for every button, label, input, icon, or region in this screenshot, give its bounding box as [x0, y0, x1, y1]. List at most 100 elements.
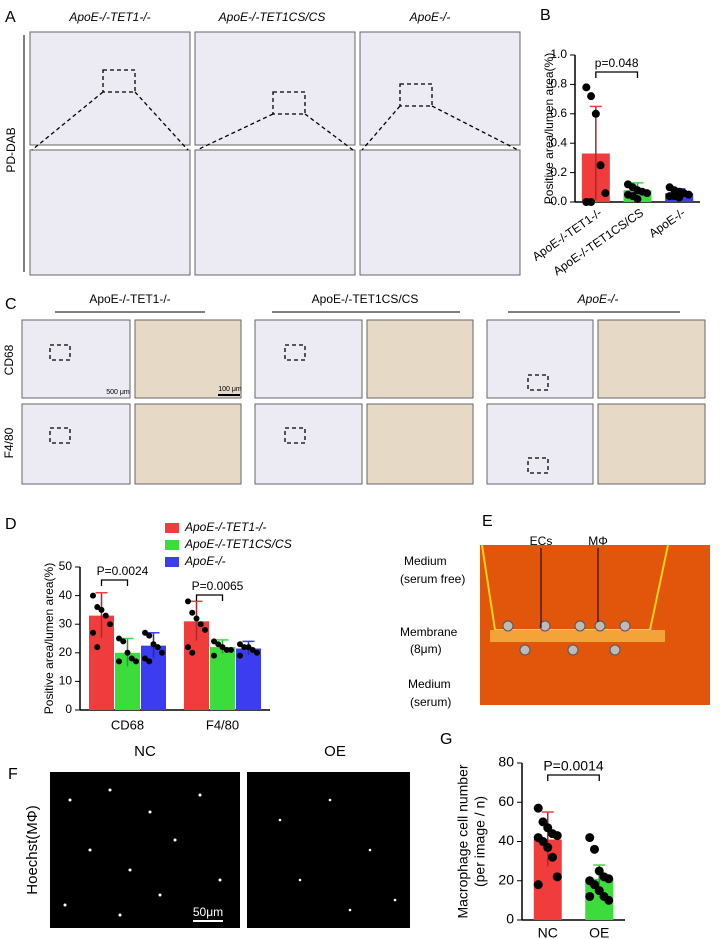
data-point — [116, 635, 122, 642]
y-tick-label: 40 — [498, 832, 514, 848]
data-point — [120, 638, 127, 645]
row-label: CD68 — [2, 344, 16, 375]
data-point — [254, 649, 260, 656]
data-point — [150, 641, 157, 648]
data-point — [116, 658, 122, 665]
data-point — [587, 92, 596, 101]
column-header: ApoE-/- — [409, 10, 451, 24]
data-point — [684, 190, 693, 199]
significance-bracket — [595, 71, 639, 78]
data-point — [241, 644, 248, 651]
data-point — [124, 649, 131, 656]
data-point — [585, 833, 595, 843]
data-point — [211, 638, 217, 645]
data-point — [582, 83, 591, 92]
micrographs-c — [21, 319, 706, 485]
data-point — [552, 872, 562, 882]
row-label: PD-DAB — [4, 127, 18, 172]
diagram-label: Medium — [408, 677, 451, 691]
micrograph — [359, 31, 521, 146]
y-tick-label: 60 — [498, 793, 514, 809]
data-point — [215, 641, 222, 648]
y-axis-label: (per image / n) — [472, 796, 488, 887]
y-tick-label: 0.8 — [550, 77, 567, 91]
data-point — [211, 652, 217, 659]
data-point — [185, 644, 191, 651]
x-tick-label: CD68 — [111, 717, 144, 732]
data-point — [587, 198, 596, 206]
y-tick-label: 20 — [59, 645, 73, 659]
data-point — [604, 895, 614, 905]
column-header: ApoE-/-TET1CS/CS — [218, 10, 326, 24]
data-point — [533, 803, 543, 813]
row-label: Hoechst(MΦ) — [24, 805, 41, 894]
scale-bar-label: 500 μm — [106, 389, 130, 396]
significance-bracket — [547, 774, 600, 781]
y-axis-label: Positive area/lumen area(%) — [42, 563, 56, 714]
panel-letter: E — [482, 513, 493, 530]
data-point — [107, 621, 113, 628]
pointer — [540, 548, 599, 628]
data-point — [142, 655, 148, 662]
membrane — [490, 630, 665, 642]
data-point — [223, 646, 230, 653]
cells — [502, 620, 631, 656]
data-point — [249, 646, 256, 653]
data-point — [237, 641, 243, 648]
data-point — [193, 615, 200, 622]
data-point — [133, 658, 139, 665]
y-tick-label: 40 — [59, 588, 73, 602]
data-point — [159, 649, 165, 656]
diagram-label: (8μm) — [410, 642, 442, 656]
data-point — [589, 844, 599, 854]
data-point — [245, 644, 252, 651]
data-point — [585, 891, 595, 901]
diagram-label: Medium — [404, 554, 447, 568]
column-header: ApoE-/-TET1-/- — [89, 292, 170, 306]
column-header: ApoE-/- — [577, 292, 619, 306]
y-tick-label: 0 — [65, 702, 72, 716]
data-point — [94, 644, 101, 651]
micrograph — [359, 149, 521, 276]
y-tick-label: 50 — [59, 559, 73, 573]
panel-letter: C — [5, 296, 17, 313]
diagram-label: (serum) — [410, 695, 451, 709]
legend-swatch — [165, 523, 179, 533]
data-point — [185, 598, 191, 605]
data-point — [202, 626, 208, 633]
column-header: ApoE-/-TET1CS/CS — [312, 292, 419, 306]
panel-letter: G — [440, 731, 452, 748]
data-point — [643, 189, 652, 198]
p-value: P=0.0065 — [192, 579, 244, 593]
data-point — [146, 632, 153, 639]
significance-bracket — [195, 594, 224, 601]
significance-bracket — [100, 579, 129, 586]
data-point — [548, 852, 558, 862]
data-point — [90, 592, 96, 599]
fluorescence-image — [247, 772, 410, 928]
data-point — [601, 189, 610, 198]
data-point — [142, 629, 148, 636]
micrograph — [29, 31, 191, 146]
x-tick-label: NC — [538, 925, 558, 939]
y-tick-label: 10 — [59, 674, 73, 688]
panel-letter: D — [5, 516, 17, 533]
diagram-label: MΦ — [588, 534, 608, 548]
data-point — [90, 629, 96, 636]
legend-label: ApoE-/-TET1CS/CS — [184, 537, 292, 551]
legend-swatch — [165, 557, 179, 567]
data-point — [189, 649, 196, 656]
y-tick-label: 30 — [59, 616, 73, 630]
micrograph — [194, 31, 356, 146]
y-tick-label: 80 — [498, 754, 514, 770]
x-tick-label: F4/80 — [206, 717, 239, 732]
scale-bar-label: 50μm — [193, 905, 223, 919]
data-point — [189, 609, 196, 616]
panel-letter: B — [540, 7, 551, 24]
diagram-label: Membrane — [400, 625, 458, 639]
x-tick-label: ApoE-/- — [646, 206, 687, 241]
micrograph — [29, 149, 191, 276]
data-point — [219, 644, 226, 651]
data-point — [633, 195, 642, 204]
